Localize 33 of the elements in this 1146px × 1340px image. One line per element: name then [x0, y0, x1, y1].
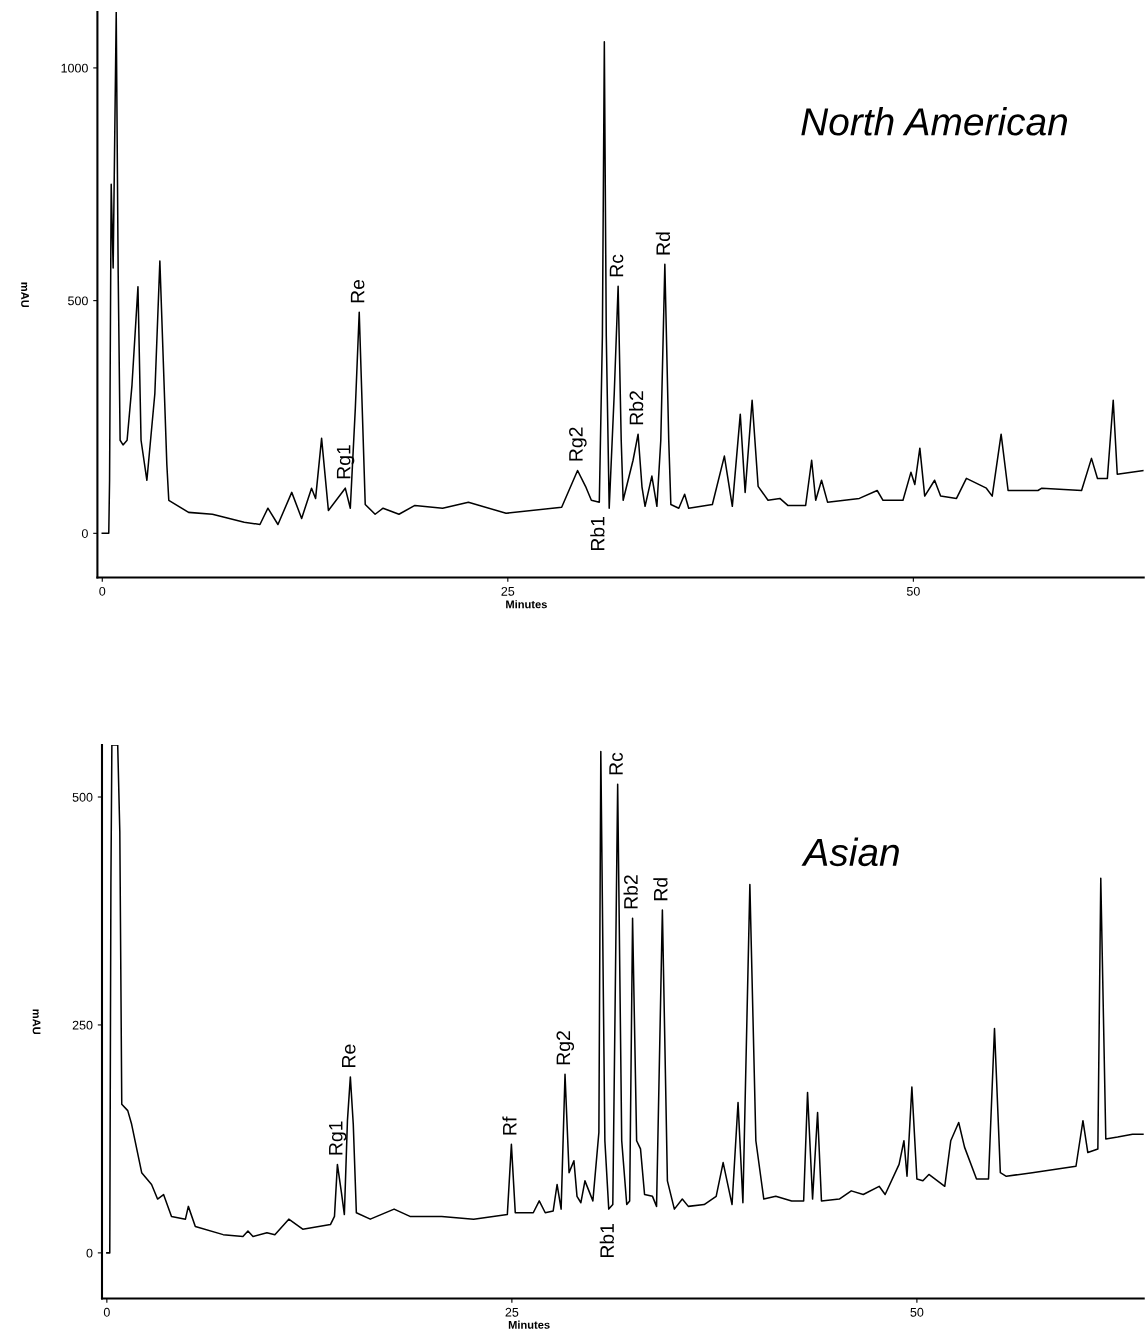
- annotation: Re: [350, 279, 365, 303]
- y-axis-title: mAU: [21, 282, 29, 308]
- annotation: North American: [801, 107, 1068, 136]
- y-axis-title: mAU: [32, 1009, 41, 1035]
- annotation: Rg1: [329, 1121, 347, 1155]
- annotation: Rb2: [623, 875, 638, 909]
- annotation: Asian: [801, 837, 899, 867]
- annotation: Rc: [609, 254, 624, 277]
- x-tick-label: 50: [906, 586, 920, 596]
- x-axis-title: Minutes: [508, 1320, 550, 1329]
- annotation: Rb2: [629, 391, 644, 425]
- annotation: Rb1: [599, 1223, 614, 1258]
- annotation: Rg1: [336, 445, 355, 479]
- y-tick-label: 250: [72, 1020, 93, 1030]
- x-tick-label: 50: [910, 1307, 924, 1317]
- annotation: Rd: [653, 878, 668, 901]
- annotation: Rd: [655, 232, 671, 255]
- x-tick-label: 25: [501, 586, 515, 596]
- annotation: Re: [342, 1044, 356, 1067]
- y-tick-label: 500: [72, 792, 93, 802]
- x-tick-label: 25: [505, 1307, 519, 1317]
- annotation: Rg2: [569, 427, 587, 461]
- annotation: Rc: [609, 752, 623, 775]
- x-axis-title: Minutes: [506, 600, 547, 609]
- y-tick-label: 0: [86, 1248, 93, 1258]
- annotation: Rb1: [590, 516, 605, 551]
- x-tick-label: 0: [99, 586, 106, 596]
- y-tick-label: 500: [68, 296, 88, 306]
- y-tick-label: 0: [81, 529, 88, 538]
- x-tick-label: 0: [103, 1307, 110, 1317]
- annotation: Rg2: [556, 1031, 575, 1065]
- annotation: Rf: [502, 1116, 517, 1135]
- y-tick-label: 1000: [61, 63, 88, 73]
